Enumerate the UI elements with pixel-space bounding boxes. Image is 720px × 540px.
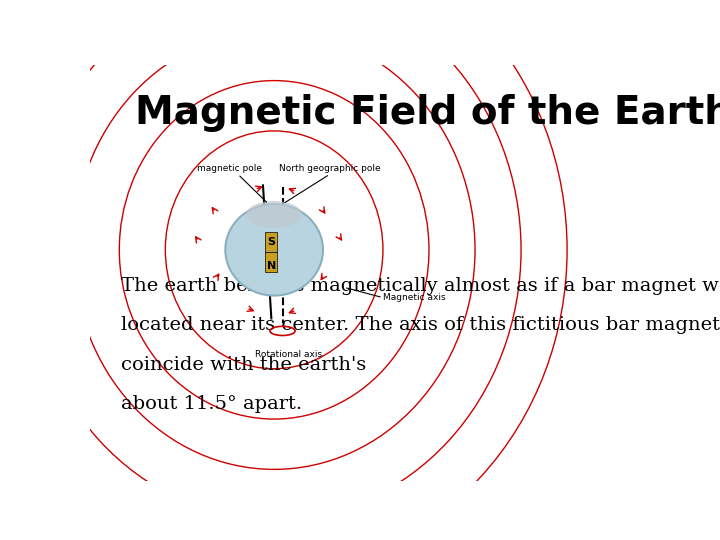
Text: about 11.5° apart.: about 11.5° apart. bbox=[121, 395, 302, 413]
Text: magnetic pole: magnetic pole bbox=[197, 164, 262, 173]
FancyBboxPatch shape bbox=[265, 252, 277, 272]
Text: Magnetic axis: Magnetic axis bbox=[383, 293, 446, 302]
Text: Rotational axis: Rotational axis bbox=[255, 349, 322, 359]
Text: S: S bbox=[267, 237, 275, 247]
Text: located near its center. The axis of this fictitious bar magnet does not: located near its center. The axis of thi… bbox=[121, 316, 720, 334]
Ellipse shape bbox=[246, 201, 302, 228]
FancyBboxPatch shape bbox=[265, 232, 277, 252]
Ellipse shape bbox=[225, 204, 323, 295]
Text: North geographic pole: North geographic pole bbox=[279, 164, 381, 173]
Text: coincide with the earth's: coincide with the earth's bbox=[121, 356, 372, 374]
Text: The earth behaves magnetically almost as if a bar magnet were: The earth behaves magnetically almost as… bbox=[121, 277, 720, 295]
Text: Magnetic Field of the Earth: Magnetic Field of the Earth bbox=[135, 94, 720, 132]
Text: N: N bbox=[266, 261, 276, 272]
